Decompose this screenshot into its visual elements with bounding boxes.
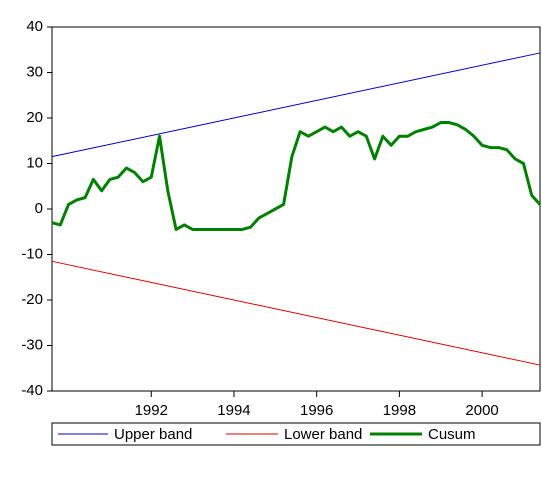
y-tick-label: -30 <box>21 336 43 353</box>
x-tick-label: 1992 <box>135 402 168 419</box>
legend-label: Upper band <box>114 426 192 443</box>
legend-label: Cusum <box>428 426 476 443</box>
y-tick-label: -40 <box>21 382 43 399</box>
x-tick-label: 1998 <box>383 402 416 419</box>
y-tick-label: 0 <box>35 200 43 217</box>
series-line <box>51 260 541 366</box>
y-tick-label: -20 <box>21 291 43 308</box>
x-tick-label: 1994 <box>217 402 250 419</box>
plot-frame <box>51 26 541 392</box>
y-tick-label: 40 <box>26 18 43 35</box>
legend-box <box>51 422 541 446</box>
x-tick-label: 2000 <box>465 402 498 419</box>
x-tick-label: 1996 <box>300 402 333 419</box>
y-tick-label: -10 <box>21 245 43 262</box>
legend-label: Lower band <box>284 426 362 443</box>
series-line <box>51 121 542 231</box>
series-line <box>51 52 541 158</box>
y-tick-label: 30 <box>26 63 43 80</box>
y-tick-label: 20 <box>26 109 43 126</box>
y-tick-label: 10 <box>26 154 43 171</box>
